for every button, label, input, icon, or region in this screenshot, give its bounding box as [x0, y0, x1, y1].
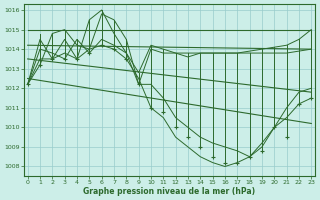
X-axis label: Graphe pression niveau de la mer (hPa): Graphe pression niveau de la mer (hPa) [84, 187, 256, 196]
